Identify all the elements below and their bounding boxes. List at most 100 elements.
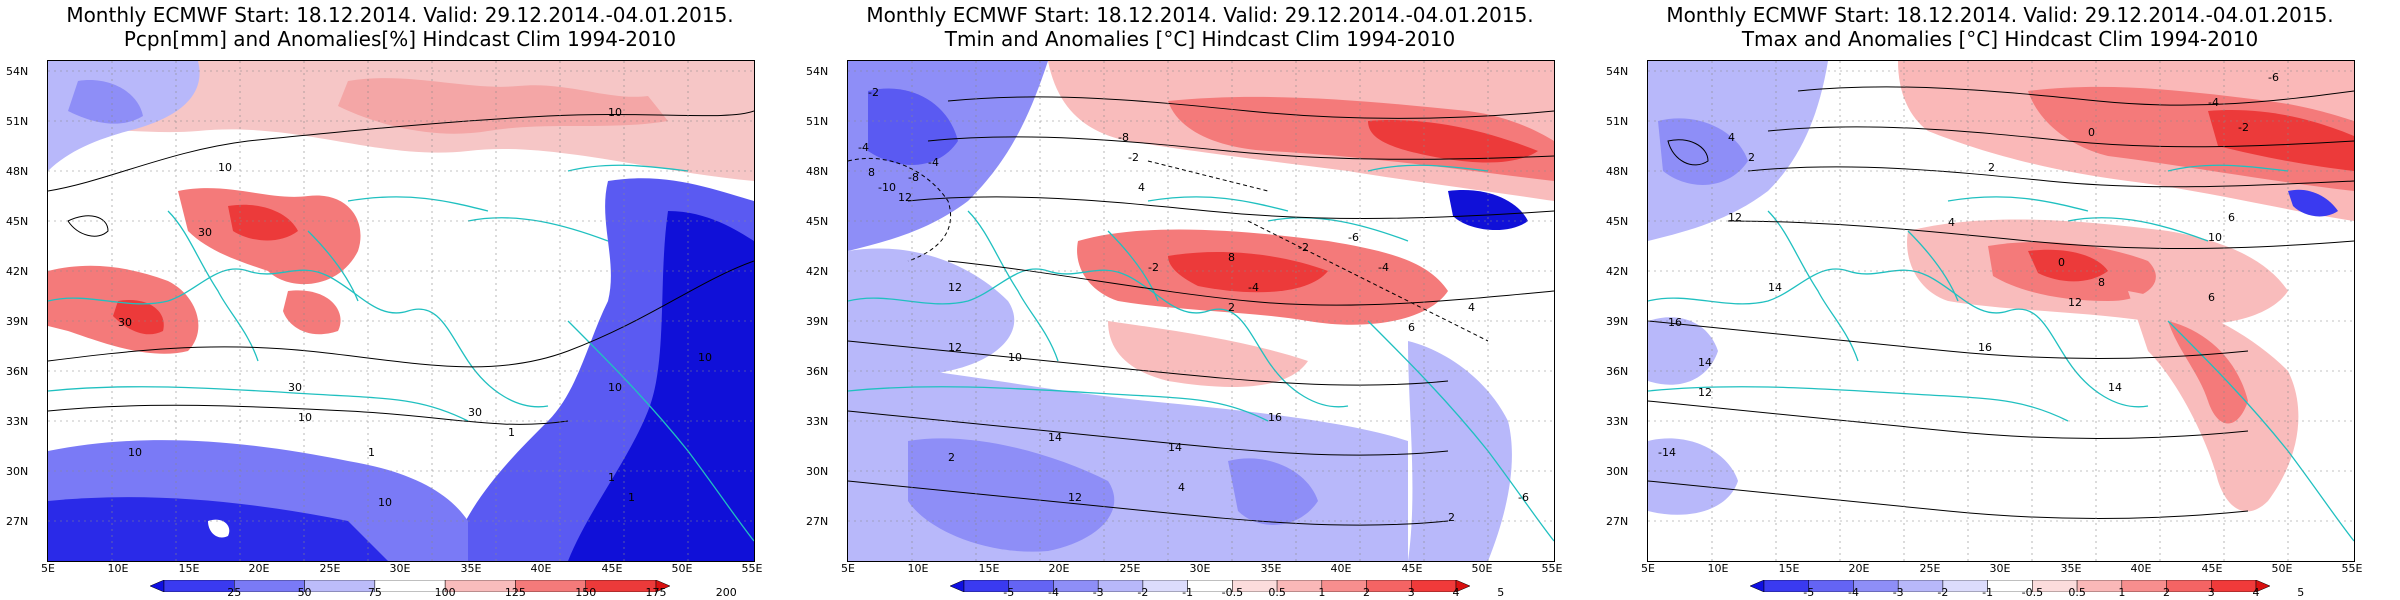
lon-label: 30E	[1189, 562, 1211, 575]
lon-label: 25E	[1919, 562, 1941, 575]
contour-label: 10	[698, 351, 712, 364]
colorbar-label: 4	[1452, 586, 1460, 599]
contour-label: 12	[948, 341, 962, 354]
lon-label: 55E	[2341, 562, 2363, 575]
contour-label: -4	[1248, 281, 1259, 294]
lat-label: 30N	[6, 465, 29, 478]
tmin-anomaly-map: -2 -4 -10 -8 -4 12 8 -8 -2 4 8 -2 -4 -2 …	[847, 60, 1555, 562]
contour-label: 2	[1448, 511, 1455, 524]
tmax-map-svg: -6 -4 -2 0 2 4 6 8 10 12 14 16 12 14 16 …	[1648, 61, 2354, 561]
contour-label: 10	[128, 446, 142, 459]
contour-label: 16	[1978, 341, 1992, 354]
lat-label: 33N	[6, 415, 29, 428]
colorbar-label: 50	[297, 586, 312, 599]
colorbar-label: 3	[1407, 586, 1415, 599]
colorbar	[950, 580, 1470, 592]
lon-label: 15E	[1778, 562, 1800, 575]
colorbar-max-arrow	[2255, 580, 2270, 592]
lon-label: 50E	[2271, 562, 2293, 575]
contour-label: -2	[1148, 261, 1159, 274]
colorbar-label: 75	[367, 586, 382, 599]
colorbar	[150, 580, 670, 592]
colorbar-label: 100	[434, 586, 456, 599]
contour-label: -4	[1378, 261, 1389, 274]
tmax-anomaly-map: -6 -4 -2 0 2 4 6 8 10 12 14 16 12 14 16 …	[1647, 60, 2355, 562]
panel-precipitation: Monthly ECMWF Start: 18.12.2014. Valid: …	[0, 0, 800, 600]
colorbar-label: 1	[2118, 586, 2126, 599]
colorbar-label: 200	[715, 586, 737, 599]
panel-title-line2: Tmax and Anomalies [°C] Hindcast Clim 19…	[1741, 27, 2259, 51]
lat-label: 48N	[1606, 165, 1629, 178]
contour-label: 14	[1048, 431, 1062, 444]
lon-label: 50E	[671, 562, 693, 575]
contour-label: -2	[868, 86, 879, 99]
contour-label: 6	[1408, 321, 1415, 334]
contour-label: 10	[218, 161, 232, 174]
lat-label: 54N	[6, 65, 29, 78]
contour-label: -2	[2238, 121, 2249, 134]
colorbar-max-arrow	[655, 580, 670, 592]
contour-label: 8	[868, 166, 875, 179]
colorbar-label: 4	[2252, 586, 2260, 599]
lon-label: 35E	[1260, 562, 1282, 575]
contour-label: 6	[2228, 211, 2235, 224]
colorbar-label: 25	[227, 586, 242, 599]
lon-label: 40E	[530, 562, 552, 575]
lat-label: 39N	[1606, 315, 1629, 328]
lat-label: 51N	[6, 115, 29, 128]
lat-label: 27N	[806, 515, 829, 528]
panel-tmax: Monthly ECMWF Start: 18.12.2014. Valid: …	[1600, 0, 2400, 600]
lat-label: 36N	[806, 365, 829, 378]
contour-label: 6	[2208, 291, 2215, 304]
contour-label: 16	[1268, 411, 1282, 424]
lat-label: 42N	[6, 265, 29, 278]
contour-label: 4	[1178, 481, 1185, 494]
panel-title-line2: Pcpn[mm] and Anomalies[%] Hindcast Clim …	[123, 27, 677, 51]
lon-label: 40E	[2130, 562, 2152, 575]
contour-label: 30	[198, 226, 212, 239]
colorbar-label: -4	[1847, 586, 1859, 599]
lat-label: 42N	[806, 265, 829, 278]
contour-label: -8	[908, 171, 919, 184]
contour-label: 10	[1008, 351, 1022, 364]
contour-label: -2	[1128, 151, 1139, 164]
colorbar-label: 1	[1318, 586, 1326, 599]
colorbar-label: -3	[1092, 586, 1104, 599]
colorbar-label: 0.5	[1268, 586, 1286, 599]
contour-label: 2	[1748, 151, 1755, 164]
contour-label: 4	[1138, 181, 1145, 194]
contour-label: -6	[1518, 491, 1529, 504]
contour-label: 14	[1168, 441, 1182, 454]
lon-label: 35E	[2060, 562, 2082, 575]
contour-label: 14	[2108, 381, 2122, 394]
contour-label: 12	[948, 281, 962, 294]
lat-label: 54N	[806, 65, 829, 78]
colorbar-label: 150	[575, 586, 597, 599]
contour-label: 4	[1468, 301, 1475, 314]
contour-label: 0	[2058, 256, 2065, 269]
contour-label: 4	[1728, 131, 1735, 144]
panel-title-line2: Tmin and Anomalies [°C] Hindcast Clim 19…	[944, 27, 1456, 51]
lon-label: 55E	[741, 562, 763, 575]
colorbar-label: -5	[1003, 586, 1015, 599]
colorbar-min-arrow	[150, 580, 165, 592]
contour-label: 8	[2098, 276, 2105, 289]
lon-label: 25E	[1119, 562, 1141, 575]
lon-label: 20E	[1048, 562, 1070, 575]
lon-label: 45E	[2201, 562, 2223, 575]
contour-label: 30	[288, 381, 302, 394]
lat-label: 39N	[6, 315, 29, 328]
lat-label: 30N	[1606, 465, 1629, 478]
colorbar-label: 125	[504, 586, 526, 599]
lat-label: 27N	[6, 515, 29, 528]
lon-label: 50E	[1471, 562, 1493, 575]
lat-label: 45N	[806, 215, 829, 228]
contour-label: -8	[1118, 131, 1129, 144]
contour-label: -14	[1658, 446, 1676, 459]
panel-tmin: Monthly ECMWF Start: 18.12.2014. Valid: …	[800, 0, 1600, 600]
colorbar-label: -1	[1982, 586, 1994, 599]
contour-label: -2	[1298, 241, 1309, 254]
lat-label: 48N	[6, 165, 29, 178]
colorbar-label: -0.5	[1221, 586, 1244, 599]
colorbar-label: -4	[1047, 586, 1059, 599]
